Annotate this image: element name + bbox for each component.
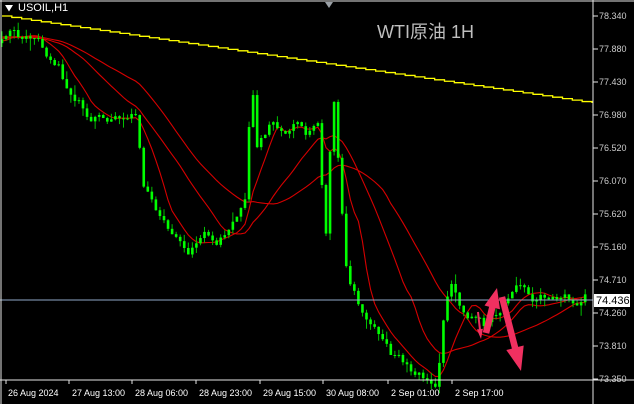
svg-text:76.520: 76.520: [599, 143, 627, 153]
svg-text:30 Aug 08:00: 30 Aug 08:00: [326, 388, 379, 398]
svg-text:28 Aug 06:00: 28 Aug 06:00: [135, 388, 188, 398]
svg-text:77.880: 77.880: [599, 44, 627, 54]
svg-text:74.260: 74.260: [599, 308, 627, 318]
svg-text:27 Aug 13:00: 27 Aug 13:00: [72, 388, 125, 398]
svg-text:75.620: 75.620: [599, 209, 627, 219]
svg-text:75.160: 75.160: [599, 242, 627, 252]
svg-text:73.810: 73.810: [599, 341, 627, 351]
svg-text:28 Aug 23:00: 28 Aug 23:00: [199, 388, 252, 398]
svg-text:WTI原油 1H: WTI原油 1H: [377, 22, 474, 42]
svg-text:74.436: 74.436: [596, 295, 630, 307]
svg-text:USOIL,H1: USOIL,H1: [18, 2, 68, 14]
svg-text:2 Sep 01:00: 2 Sep 01:00: [391, 388, 440, 398]
svg-text:77.430: 77.430: [599, 77, 627, 87]
svg-text:74.710: 74.710: [599, 275, 627, 285]
svg-text:76.070: 76.070: [599, 176, 627, 186]
svg-text:26 Aug 2024: 26 Aug 2024: [8, 388, 59, 398]
svg-text:2 Sep 17:00: 2 Sep 17:00: [455, 388, 504, 398]
svg-text:78.340: 78.340: [599, 11, 627, 21]
svg-text:76.980: 76.980: [599, 110, 627, 120]
svg-text:73.350: 73.350: [599, 374, 627, 384]
svg-text:29 Aug 15:00: 29 Aug 15:00: [263, 388, 316, 398]
